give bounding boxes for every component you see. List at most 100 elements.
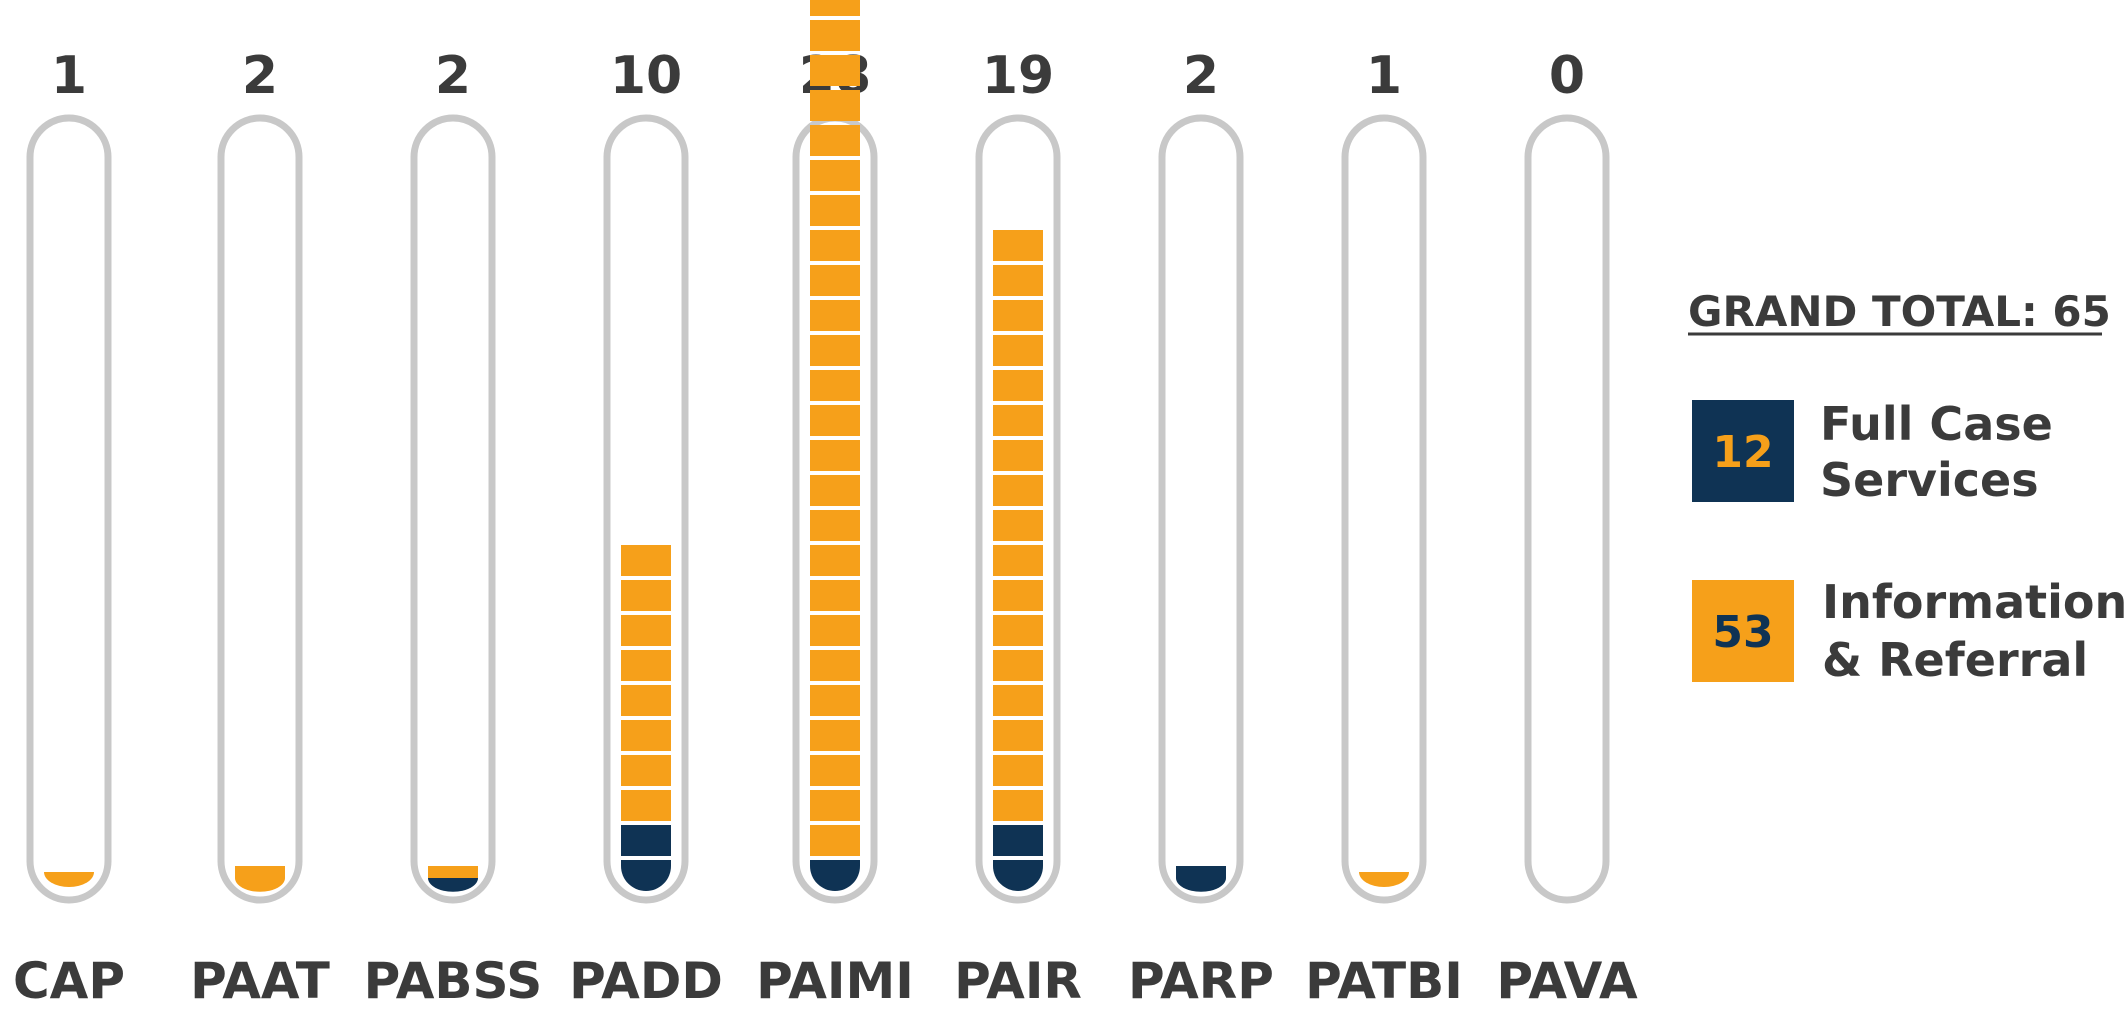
category-label-parp: PARP bbox=[1128, 952, 1274, 1010]
legend-label-full-case-line2: Services bbox=[1820, 453, 2039, 507]
segment-padd-info-referral-10 bbox=[621, 545, 671, 576]
segment-paat-info-referral-1 bbox=[235, 878, 285, 892]
category-label-paat: PAAT bbox=[190, 952, 330, 1010]
tube-pabss bbox=[410, 114, 496, 904]
segment-pair-info-referral-4 bbox=[993, 755, 1043, 786]
legend-swatch-full-case bbox=[1692, 400, 1794, 502]
tube-group-paimi: 28PAIMI bbox=[756, 0, 914, 1010]
segment-paat-info-referral-2 bbox=[235, 866, 285, 878]
segment-pair-info-referral-6 bbox=[993, 685, 1043, 716]
segment-pair-info-referral-15 bbox=[993, 370, 1043, 401]
tube-group-parp: 2 PARP bbox=[1128, 46, 1274, 1010]
legend-label-info-referral-line2: & Referral bbox=[1822, 633, 2088, 687]
category-label-pair: PAIR bbox=[954, 952, 1082, 1010]
segment-pair-info-referral-17 bbox=[993, 300, 1043, 331]
segment-paimi-info-referral-4 bbox=[810, 755, 860, 786]
segment-pair-info-referral-8 bbox=[993, 615, 1043, 646]
category-label-paimi: PAIMI bbox=[756, 952, 914, 1010]
segment-padd-info-referral-4 bbox=[621, 755, 671, 786]
legend: GRAND TOTAL: 65 12 Full Case Services 53… bbox=[1688, 287, 2127, 687]
count-label-padd: 10 bbox=[610, 46, 682, 106]
segment-paimi-info-referral-10 bbox=[810, 545, 860, 576]
segment-paimi-info-referral-22 bbox=[810, 125, 860, 156]
legend-swatch-info-referral bbox=[1692, 580, 1794, 682]
segment-paimi-info-referral-16 bbox=[810, 335, 860, 366]
segment-padd-info-referral-8 bbox=[621, 615, 671, 646]
tube-group-cap: 1 CAP bbox=[13, 46, 125, 1010]
count-label-pair: 19 bbox=[982, 46, 1054, 106]
segment-pair-info-referral-18 bbox=[993, 265, 1043, 296]
segment-pair-info-referral-10 bbox=[993, 545, 1043, 576]
category-label-padd: PADD bbox=[569, 952, 723, 1010]
tube-pava bbox=[1524, 114, 1610, 904]
segment-padd-full-case-2 bbox=[621, 825, 671, 856]
segment-padd-info-referral-3 bbox=[621, 790, 671, 821]
segment-paimi-info-referral-14 bbox=[810, 405, 860, 436]
tube-parp bbox=[1158, 114, 1244, 904]
segment-paimi-info-referral-17 bbox=[810, 300, 860, 331]
segment-paimi-info-referral-21 bbox=[810, 160, 860, 191]
segment-pair-info-referral-16 bbox=[993, 335, 1043, 366]
tube-group-pabss: 2 PABSS bbox=[364, 46, 543, 1010]
category-label-cap: CAP bbox=[13, 952, 125, 1010]
segment-padd-info-referral-7 bbox=[621, 650, 671, 681]
legend-count-info-referral: 53 bbox=[1712, 607, 1773, 658]
segment-pair-full-case-1 bbox=[993, 860, 1043, 891]
segment-pair-info-referral-7 bbox=[993, 650, 1043, 681]
segment-paimi-full-case-1 bbox=[810, 860, 860, 891]
segment-paimi-info-referral-12 bbox=[810, 475, 860, 506]
segment-cap-info-referral-1 bbox=[44, 872, 94, 887]
segment-padd-info-referral-6 bbox=[621, 685, 671, 716]
tube-cap bbox=[26, 114, 112, 904]
segment-paimi-info-referral-25 bbox=[810, 20, 860, 51]
category-label-patbi: PATBI bbox=[1305, 952, 1463, 1010]
segment-paimi-info-referral-23 bbox=[810, 90, 860, 121]
segment-paimi-info-referral-20 bbox=[810, 195, 860, 226]
legend-label-info-referral-line1: Information bbox=[1822, 575, 2127, 629]
segment-parp-full-case-2 bbox=[1176, 866, 1226, 878]
segment-paimi-info-referral-24 bbox=[810, 55, 860, 86]
segment-padd-info-referral-9 bbox=[621, 580, 671, 611]
segment-parp-full-case-1 bbox=[1176, 878, 1226, 892]
category-label-pava: PAVA bbox=[1496, 952, 1638, 1010]
tube-group-pair: 19 PAIR bbox=[954, 46, 1082, 1010]
legend-count-full-case: 12 bbox=[1712, 427, 1773, 478]
count-label-paat: 2 bbox=[242, 46, 278, 106]
segment-paimi-info-referral-11 bbox=[810, 510, 860, 541]
segment-paimi-info-referral-7 bbox=[810, 650, 860, 681]
segment-pabss-full-case-1 bbox=[428, 878, 478, 892]
category-label-pabss: PABSS bbox=[364, 952, 543, 1010]
segment-paimi-info-referral-19 bbox=[810, 230, 860, 261]
segment-paimi-info-referral-6 bbox=[810, 685, 860, 716]
segment-patbi-info-referral-1 bbox=[1359, 872, 1409, 887]
tube-group-pava: 0 PAVA bbox=[1496, 46, 1638, 1010]
segment-pair-info-referral-13 bbox=[993, 440, 1043, 471]
count-label-pabss: 2 bbox=[435, 46, 471, 106]
segment-padd-full-case-1 bbox=[621, 860, 671, 891]
tube-group-padd: 10 PADD bbox=[569, 46, 723, 1010]
count-label-pava: 0 bbox=[1549, 46, 1585, 106]
segment-paimi-info-referral-15 bbox=[810, 370, 860, 401]
segment-paimi-info-referral-18 bbox=[810, 265, 860, 296]
grand-total-label: GRAND TOTAL: 65 bbox=[1688, 287, 2111, 336]
tube-patbi bbox=[1341, 114, 1427, 904]
segment-paimi-info-referral-5 bbox=[810, 720, 860, 751]
count-label-patbi: 1 bbox=[1366, 46, 1402, 106]
segment-paimi-info-referral-8 bbox=[810, 615, 860, 646]
segment-pair-info-referral-14 bbox=[993, 405, 1043, 436]
segment-pair-info-referral-5 bbox=[993, 720, 1043, 751]
segment-pair-full-case-2 bbox=[993, 825, 1043, 856]
segment-paimi-info-referral-9 bbox=[810, 580, 860, 611]
segment-pair-info-referral-19 bbox=[993, 230, 1043, 261]
segment-paimi-info-referral-26 bbox=[810, 0, 860, 16]
segment-pabss-info-referral-2 bbox=[428, 866, 478, 878]
count-label-cap: 1 bbox=[51, 46, 87, 106]
segment-padd-info-referral-5 bbox=[621, 720, 671, 751]
tubes-layer: 1CAP2PAAT2PABSS10PADD28PAIMI19PAIR2PARP1… bbox=[13, 0, 1638, 1010]
segment-paimi-info-referral-3 bbox=[810, 790, 860, 821]
tube-paat bbox=[217, 114, 303, 904]
segment-pair-info-referral-12 bbox=[993, 475, 1043, 506]
segment-paimi-info-referral-2 bbox=[810, 825, 860, 856]
segment-pair-info-referral-9 bbox=[993, 580, 1043, 611]
